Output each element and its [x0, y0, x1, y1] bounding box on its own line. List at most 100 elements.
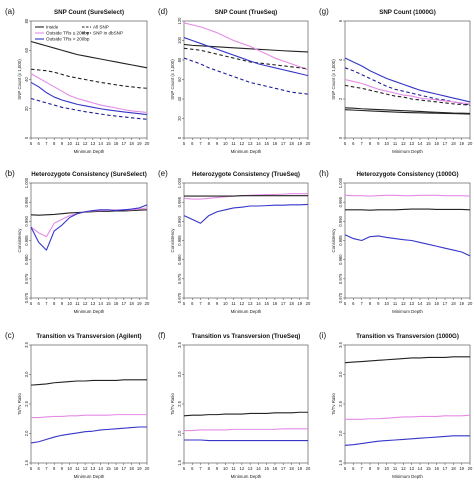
series-line-dbsnp [30, 97, 148, 120]
x-tick-label: 7 [199, 301, 202, 306]
x-tick-label: 17 [121, 141, 126, 146]
chart-panel-c: (c) Transition vs Transversion (Agilent) 5… [5, 331, 150, 479]
x-tick-label: 20 [145, 466, 150, 471]
x-tick-label: 14 [98, 301, 103, 306]
series-line-tr_gt_200 [30, 426, 147, 444]
x-tick-label: 17 [281, 301, 286, 306]
x-tick-label: 11 [75, 141, 80, 146]
panel-letter: (d) [158, 7, 168, 16]
x-tick-label: 12 [83, 141, 88, 146]
x-tick-label: 13 [91, 466, 96, 471]
x-tick-label: 5 [183, 466, 186, 471]
y-tick-label: 0.990 [177, 215, 182, 226]
x-tick-label: 8 [53, 301, 56, 306]
x-tick-label: 19 [137, 141, 142, 146]
series-line-tr_gt_200 [30, 81, 148, 116]
x-tick-label: 20 [306, 466, 311, 471]
series-line-tr_le_200 [31, 414, 147, 419]
y-tick-label: 0.975 [177, 273, 182, 284]
y-tick-label: 0.990 [338, 215, 343, 226]
y-tick-label: 40 [24, 77, 29, 82]
x-tick-label: 6 [352, 466, 355, 471]
x-tick-label: 19 [297, 466, 302, 471]
x-tick-label: 7 [45, 141, 48, 146]
x-tick-label: 6 [191, 466, 194, 471]
x-tick-label: 10 [384, 141, 389, 146]
y-axis-label: Consistency [170, 228, 175, 253]
chart-panel-a: (a) SNP Count (SureSelect) 5 6 7 8 9 10 11 12 13 14… [5, 7, 150, 154]
x-tick-label: 19 [459, 141, 464, 146]
series-line-all_snp [183, 47, 309, 70]
x-axis-label: Minimum Depth [231, 309, 262, 314]
x-tick-label: 12 [401, 141, 406, 146]
x-tick-label: 16 [273, 141, 278, 146]
x-tick-label: 20 [468, 466, 473, 471]
x-tick-label: 10 [223, 466, 228, 471]
x-tick-label: 8 [208, 301, 211, 306]
chart-panel-h: (h) Heterozygote Consistency (1000G) 5 6 7 8 9… [319, 169, 473, 314]
x-tick-label: 19 [297, 141, 302, 146]
y-tick-label: 0.995 [24, 196, 29, 207]
x-axis-label: Minimum Depth [74, 309, 105, 314]
chart-title: Transition vs Transversion (Agilent) [36, 333, 141, 340]
series-line-tr_gt_200 [184, 439, 308, 442]
plot-frame [344, 20, 471, 139]
x-axis-label: Minimum Depth [74, 474, 105, 479]
x-tick-label: 18 [129, 141, 134, 146]
x-tick-label: 14 [256, 141, 261, 146]
x-tick-label: 5 [344, 141, 347, 146]
x-tick-label: 13 [91, 141, 96, 146]
series-line-inside [345, 208, 471, 211]
series-line-tr_gt_200 [344, 234, 471, 257]
x-tick-label: 10 [384, 301, 389, 306]
y-axis-label: SNP Count (x 1,000) [170, 59, 175, 100]
y-tick-label: 0.970 [338, 292, 343, 303]
series-line-tr_gt_200 [344, 435, 470, 446]
series-line-inside [30, 40, 148, 69]
series-line-all_snp [344, 84, 471, 106]
x-tick-label: 11 [231, 141, 236, 146]
x-tick-label: 20 [306, 301, 311, 306]
x-tick-label: 17 [281, 466, 286, 471]
series-line-all_snp [30, 68, 148, 89]
x-tick-label: 9 [216, 141, 219, 146]
y-tick-label: 3.5 [24, 341, 29, 347]
y-tick-label: 3.0 [177, 371, 182, 377]
x-tick-label: 13 [409, 466, 414, 471]
x-tick-label: 7 [360, 466, 363, 471]
x-tick-label: 16 [434, 466, 439, 471]
chart-title: SNP Count (1000G) [379, 9, 436, 16]
y-tick-label: 2 [338, 97, 343, 100]
x-axis-label: Minimum Depth [392, 474, 423, 479]
y-tick-label: 3.0 [338, 371, 343, 377]
plot-frame [30, 182, 148, 299]
x-tick-label: 18 [129, 466, 134, 471]
x-tick-label: 9 [216, 466, 219, 471]
y-tick-label: 2.5 [24, 400, 29, 406]
x-tick-label: 17 [121, 466, 126, 471]
x-tick-label: 18 [129, 301, 134, 306]
x-tick-label: 12 [240, 141, 245, 146]
x-tick-label: 14 [98, 141, 103, 146]
x-tick-label: 20 [468, 301, 473, 306]
x-tick-label: 20 [306, 141, 311, 146]
x-tick-label: 14 [418, 141, 423, 146]
x-tick-label: 5 [30, 141, 33, 146]
series-line-tr_le_200 [344, 194, 471, 197]
x-tick-label: 11 [75, 301, 80, 306]
x-tick-label: 6 [191, 141, 194, 146]
x-tick-label: 10 [223, 301, 228, 306]
chart-title: Heterozygote Consistency (TrueSeq) [192, 171, 300, 178]
plot-frame [344, 344, 471, 464]
x-tick-label: 9 [61, 466, 64, 471]
y-axis-label: Consistency [17, 228, 22, 253]
chart-title: Transition vs Transversion (1000G) [356, 333, 459, 340]
panel-letter: (c) [5, 331, 15, 340]
y-tick-label: 0.985 [177, 235, 182, 246]
x-tick-label: 18 [451, 466, 456, 471]
x-tick-label: 12 [240, 466, 245, 471]
plot-frame [183, 344, 309, 464]
y-tick-label: 1.5 [24, 459, 29, 465]
x-tick-label: 12 [83, 466, 88, 471]
y-axis-label: Ts/Tv Ratio [331, 392, 336, 415]
